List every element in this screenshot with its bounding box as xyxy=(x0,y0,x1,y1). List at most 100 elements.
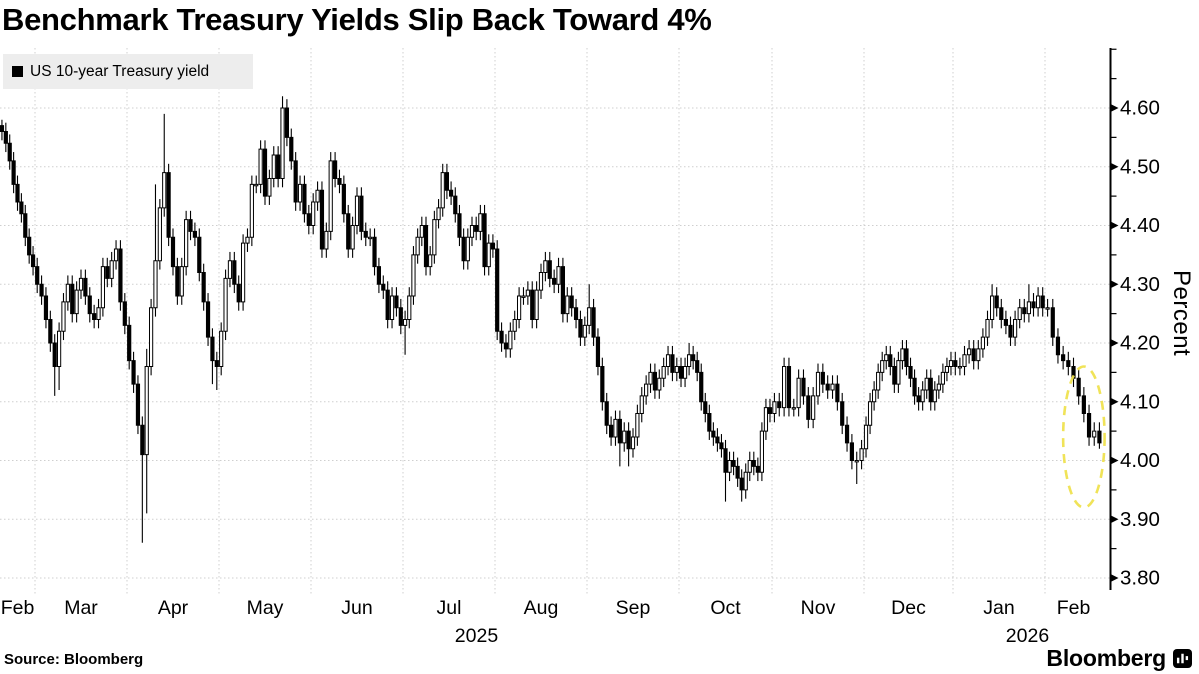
candle-body xyxy=(1040,295,1045,309)
candle xyxy=(820,363,825,393)
candle xyxy=(219,322,224,376)
candle-body xyxy=(648,371,653,385)
candle xyxy=(957,357,962,376)
candle-body xyxy=(876,371,881,391)
candle xyxy=(743,463,748,499)
x-month-label: Feb xyxy=(1,597,35,619)
candle-body xyxy=(188,219,193,232)
candle xyxy=(777,392,782,417)
candle xyxy=(867,392,873,435)
candle xyxy=(214,351,219,390)
candle xyxy=(135,375,141,435)
candle-body xyxy=(289,136,294,162)
candle xyxy=(727,451,732,482)
candle xyxy=(319,181,325,258)
candle-body xyxy=(27,236,32,256)
candle xyxy=(100,257,106,317)
candle-body xyxy=(52,342,57,367)
candle-body xyxy=(15,183,20,203)
candle xyxy=(547,251,552,288)
candle xyxy=(432,210,437,264)
candle xyxy=(166,163,171,247)
candle xyxy=(346,204,351,258)
candle xyxy=(626,422,631,467)
candle xyxy=(896,351,901,393)
candle-body xyxy=(478,213,483,232)
candle-body xyxy=(999,307,1004,320)
candle xyxy=(948,351,954,376)
candle-body xyxy=(920,389,925,403)
x-month-label: Jan xyxy=(983,597,1014,619)
candle xyxy=(232,251,237,294)
candle-body xyxy=(341,183,346,215)
candle-body xyxy=(3,131,8,144)
candle-body xyxy=(962,354,967,367)
latest-move-highlight xyxy=(1061,365,1106,509)
candle-body xyxy=(508,330,513,350)
candle-body xyxy=(359,195,364,232)
candle-body xyxy=(1036,295,1041,309)
candle xyxy=(786,357,792,417)
candle xyxy=(1003,310,1008,335)
y-major-tick-arrow xyxy=(1111,515,1119,524)
candle-body xyxy=(444,172,450,191)
y-major-tick-arrow xyxy=(1111,104,1119,112)
candle xyxy=(920,381,925,411)
candle-body xyxy=(262,148,268,197)
candle xyxy=(92,304,97,329)
candle xyxy=(175,257,180,305)
candle xyxy=(521,287,526,305)
candle xyxy=(1022,298,1027,323)
candle-body xyxy=(815,371,821,397)
candle xyxy=(985,310,990,346)
candle-body xyxy=(985,319,990,338)
candle xyxy=(908,357,913,388)
candle-body xyxy=(678,366,684,379)
candle xyxy=(140,416,145,543)
candle-body xyxy=(747,460,752,473)
candle-body xyxy=(293,160,298,203)
candle xyxy=(678,357,684,388)
x-year-label: 2025 xyxy=(455,625,499,647)
x-month-label: Nov xyxy=(801,597,836,619)
candle xyxy=(499,322,504,352)
candle xyxy=(179,257,184,305)
candle xyxy=(1076,369,1081,405)
candle xyxy=(227,251,233,288)
bloomberg-wordmark: Bloomberg xyxy=(1046,645,1166,671)
candle xyxy=(1045,298,1050,317)
candle xyxy=(516,287,522,329)
legend-series-label: US 10-year Treasury yield xyxy=(30,62,210,80)
candle xyxy=(1031,293,1036,317)
candle-body xyxy=(957,366,962,369)
candle-body xyxy=(1026,301,1032,315)
candle xyxy=(276,146,281,188)
candle-body xyxy=(904,348,909,367)
candle xyxy=(201,263,206,311)
candle-body xyxy=(916,395,921,403)
candle xyxy=(359,187,364,241)
candle xyxy=(622,422,627,452)
candle-body xyxy=(118,248,123,303)
candle-body xyxy=(617,418,622,444)
candle xyxy=(980,328,985,358)
candle-body xyxy=(971,348,976,362)
candle xyxy=(461,228,466,270)
y-major-tick-arrow xyxy=(1111,280,1119,289)
candle-body xyxy=(707,413,712,432)
candle-body xyxy=(1086,413,1092,438)
candle xyxy=(1061,345,1066,370)
candle-body xyxy=(786,366,792,409)
x-month-label: Jul xyxy=(437,597,462,619)
candle xyxy=(23,204,28,247)
candle-body xyxy=(796,377,801,409)
candle xyxy=(249,175,254,247)
candle-body xyxy=(96,307,101,320)
candle-body xyxy=(530,289,535,320)
candle xyxy=(428,246,433,276)
candle-body xyxy=(830,383,835,391)
candle-body xyxy=(936,383,941,391)
candle xyxy=(962,345,967,376)
candle-body xyxy=(30,254,36,268)
